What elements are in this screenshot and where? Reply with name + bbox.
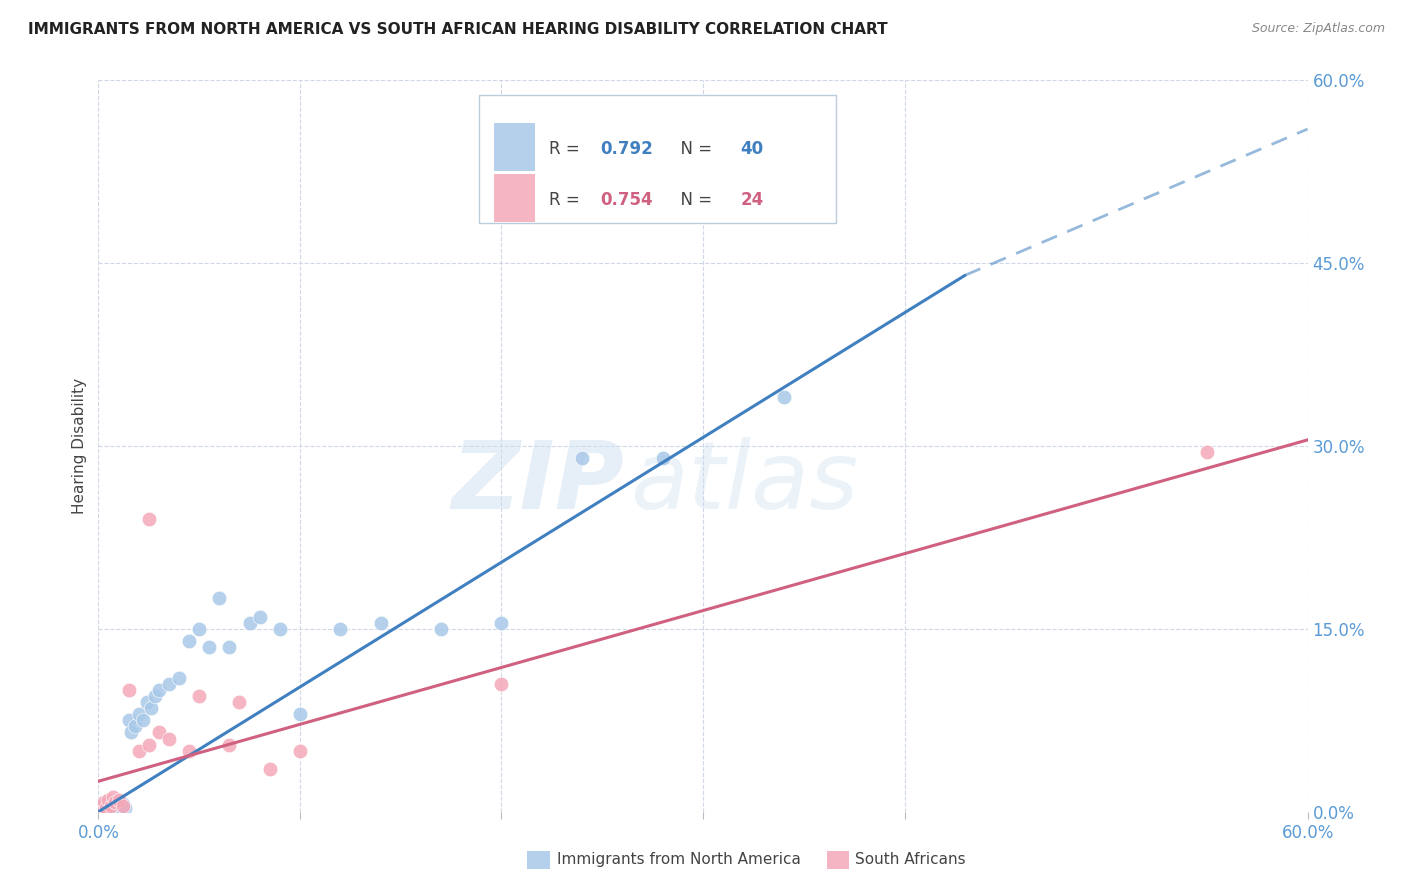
Text: atlas: atlas [630, 437, 859, 528]
Point [370, 615, 392, 630]
Point [772, 390, 794, 404]
Point [93, 795, 115, 809]
Text: ZIP: ZIP [451, 436, 624, 529]
Point [101, 790, 124, 805]
Point [430, 622, 453, 636]
Bar [494, 174, 534, 222]
Point [100, 798, 122, 813]
Point [218, 738, 240, 752]
Point [198, 640, 221, 655]
Point [269, 622, 291, 636]
Y-axis label: Hearing Disability: Hearing Disability [72, 378, 87, 514]
Point [138, 512, 160, 526]
Bar [494, 123, 534, 170]
Point [188, 689, 211, 703]
Point [329, 622, 352, 636]
Point [128, 707, 150, 722]
Point [103, 795, 125, 809]
Point [111, 798, 134, 813]
Point [239, 615, 262, 630]
Point [100, 797, 122, 812]
Point [96, 801, 118, 815]
Point [288, 707, 311, 722]
Point [114, 801, 136, 815]
Point [179, 744, 201, 758]
Point [651, 451, 673, 466]
Point [1195, 49, 1218, 63]
Point [1195, 445, 1218, 459]
Text: N =: N = [671, 140, 717, 158]
Point [91, 798, 114, 813]
Text: Source: ZipAtlas.com: Source: ZipAtlas.com [1251, 22, 1385, 36]
Point [107, 792, 129, 806]
Point [132, 714, 155, 728]
Point [157, 731, 180, 746]
Point [138, 738, 160, 752]
Point [143, 689, 166, 703]
Point [97, 800, 120, 814]
Point [491, 615, 513, 630]
Point [179, 634, 201, 648]
Point [111, 797, 134, 812]
Text: 0.754: 0.754 [600, 191, 652, 209]
Point [228, 695, 250, 709]
Point [167, 671, 190, 685]
Text: 24: 24 [741, 191, 763, 209]
Text: R =: R = [550, 191, 585, 209]
Point [157, 676, 180, 690]
Point [118, 714, 141, 728]
Point [218, 640, 240, 655]
Text: 40: 40 [741, 140, 763, 158]
Point [259, 762, 281, 776]
Point [110, 800, 132, 814]
FancyBboxPatch shape [479, 95, 837, 223]
Point [118, 682, 141, 697]
Point [91, 801, 114, 815]
Point [103, 798, 125, 813]
Point [571, 451, 593, 466]
Point [188, 622, 211, 636]
Point [105, 802, 128, 816]
Point [124, 719, 146, 733]
Text: IMMIGRANTS FROM NORTH AMERICA VS SOUTH AFRICAN HEARING DISABILITY CORRELATION CH: IMMIGRANTS FROM NORTH AMERICA VS SOUTH A… [28, 22, 887, 37]
Text: 0.792: 0.792 [600, 140, 652, 158]
Point [120, 725, 142, 739]
Point [128, 744, 150, 758]
Text: N =: N = [671, 191, 717, 209]
Point [135, 695, 157, 709]
Point [93, 798, 115, 813]
Point [208, 591, 231, 606]
Point [97, 792, 120, 806]
Point [148, 682, 170, 697]
Point [139, 701, 162, 715]
Text: South Africans: South Africans [855, 853, 966, 867]
Point [491, 676, 513, 690]
Point [101, 801, 124, 815]
Point [288, 744, 311, 758]
Point [148, 725, 170, 739]
Point [96, 802, 118, 816]
Text: Immigrants from North America: Immigrants from North America [557, 853, 800, 867]
Point [249, 609, 271, 624]
Text: R =: R = [550, 140, 585, 158]
Point [107, 795, 129, 809]
